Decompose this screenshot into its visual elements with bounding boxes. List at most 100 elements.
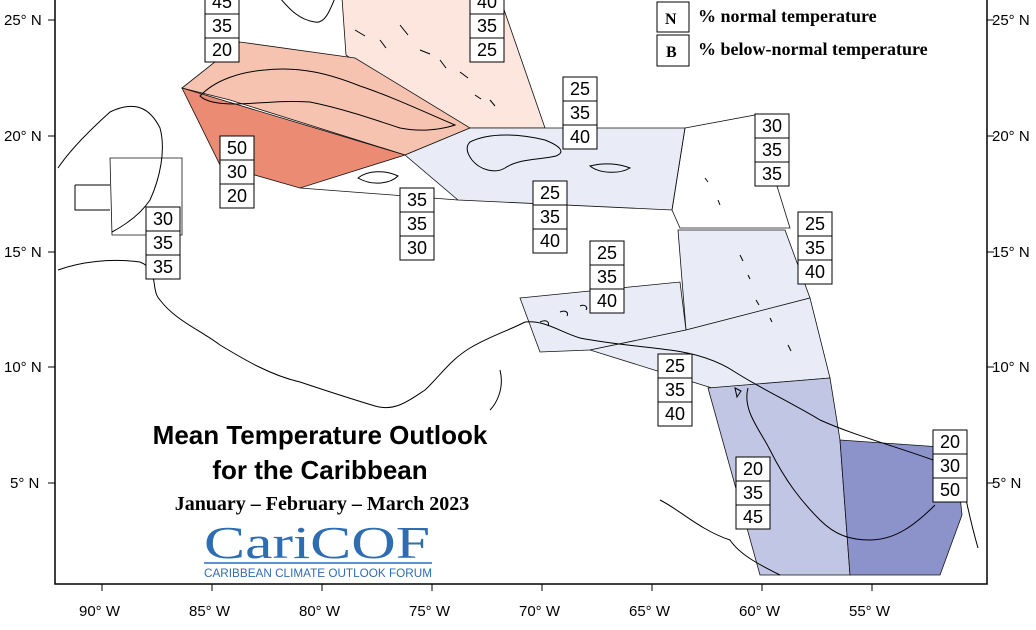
prob-value: 35	[540, 207, 560, 227]
lat-tick-left: 5° N	[10, 475, 39, 492]
lon-labels: 90° W 85° W 80° W 75° W 70° W 65° W 60° …	[79, 603, 891, 620]
prob-box	[219, 135, 255, 161]
lat-tick-right: 15° N	[992, 244, 1030, 261]
prob-box	[532, 180, 568, 206]
prob-box	[532, 204, 568, 230]
lat-tick-right: 10° N	[992, 359, 1030, 376]
prob-value: 30	[227, 162, 247, 182]
prob-value: 20	[940, 432, 960, 452]
prob-stack-bahamas: 40 35 25	[469, 0, 505, 63]
guiana-interior	[746, 387, 936, 541]
lon-tick: 65° W	[629, 603, 671, 620]
prob-box	[204, 37, 240, 63]
prob-box	[589, 288, 625, 314]
lon-tick: 60° W	[739, 603, 781, 620]
prob-box	[145, 230, 181, 256]
prob-value: 20	[743, 459, 763, 479]
prob-box	[657, 401, 693, 427]
lat-tick-left: 20° N	[4, 128, 42, 145]
lon-tick: 55° W	[849, 603, 891, 620]
prob-box	[932, 453, 968, 479]
prob-box	[145, 206, 181, 232]
prob-value: 20	[212, 40, 232, 60]
prob-stack-trinidad-and-tobago: 25 35 40	[797, 211, 833, 285]
jamaica-coast	[357, 171, 399, 184]
lat-labels-right: 25° N 20° N 15° N 10° N 5° N	[992, 12, 1030, 492]
legend-label-below: % below-normal temperature	[698, 39, 928, 59]
prob-value: 35	[570, 103, 590, 123]
prob-value: 25	[665, 356, 685, 376]
prob-value: 25	[597, 243, 617, 263]
florida-coast	[281, 0, 335, 23]
lat-tick-right: 25° N	[992, 12, 1030, 29]
prob-box	[754, 161, 790, 187]
prob-box	[589, 264, 625, 290]
prob-box	[562, 76, 598, 102]
map-title-line1: Mean Temperature Outlook	[153, 420, 488, 450]
prob-value: 20	[227, 186, 247, 206]
legend-key-box	[656, 1, 690, 33]
bahamas-islands	[354, 24, 496, 107]
prob-value: 35	[805, 238, 825, 258]
prob-value: 40	[665, 404, 685, 424]
puerto-rico-coast	[588, 163, 632, 173]
prob-box	[797, 235, 833, 261]
prob-box	[399, 235, 435, 261]
yucatan-coast	[57, 105, 163, 233]
prob-value: 50	[227, 138, 247, 158]
belize-border	[74, 184, 110, 211]
prob-stack-suriname-and-french-guiana: 20 30 50	[932, 429, 968, 503]
prob-value: 40	[597, 291, 617, 311]
prob-box	[532, 228, 568, 254]
lon-tick: 70° W	[519, 603, 561, 620]
prob-stack-abc-islands: 25 35 40	[657, 353, 693, 427]
prob-value: 45	[212, 0, 232, 12]
map-title-line2: for the Caribbean	[212, 455, 427, 485]
prob-box	[399, 211, 435, 237]
prob-value: 35	[665, 380, 685, 400]
lat-tick-left: 25° N	[4, 12, 42, 29]
prob-box	[469, 37, 505, 63]
caricof-logo: CariCOF CARIBBEAN CLIMATE OUTLOOK FORUM	[204, 517, 432, 580]
prob-value: 40	[477, 0, 497, 12]
prob-stack-northern-lesser-antilles: 30 35 35	[754, 113, 790, 187]
prob-value: 40	[805, 262, 825, 282]
lon-tick: 80° W	[299, 603, 341, 620]
prob-box	[657, 377, 693, 403]
prob-value: 25	[805, 214, 825, 234]
legend-key-below: B	[666, 44, 677, 61]
lesser-antilles-islands	[704, 177, 792, 399]
prob-value: 35	[743, 483, 763, 503]
prob-box	[932, 429, 968, 455]
prob-stack-windward-islands: 25 35 40	[589, 240, 625, 314]
prob-value: 25	[540, 183, 560, 203]
prob-value: 35	[477, 16, 497, 36]
legend-key-normal: N	[665, 11, 677, 28]
lat-tick-marks	[48, 19, 994, 484]
lat-tick-left: 10° N	[4, 359, 42, 376]
prob-value: 45	[743, 507, 763, 527]
prob-value: 35	[762, 164, 782, 184]
prob-value: 35	[212, 16, 232, 36]
prob-box	[145, 254, 181, 280]
lon-tick: 85° W	[189, 603, 231, 620]
map-period: January – February – March 2023	[175, 493, 470, 515]
prob-value: 35	[153, 257, 173, 277]
prob-box	[469, 13, 505, 39]
prob-box	[657, 353, 693, 379]
lat-tick-left: 15° N	[4, 244, 42, 261]
prob-box	[399, 187, 435, 213]
prob-value: 30	[762, 116, 782, 136]
prob-stack-northern-cuba: 45 35 20	[204, 0, 240, 63]
prob-value: 35	[597, 267, 617, 287]
prob-stack-southern-cuba: 50 30 20	[219, 135, 255, 209]
forecast-regions	[109, 0, 963, 576]
prob-stack-belize: 30 35 35	[145, 206, 181, 280]
logo-wordmark: CariCOF	[204, 517, 430, 568]
probability-labels: 4035254535205030202535403035353035353535…	[145, 0, 968, 530]
prob-value: 30	[940, 456, 960, 476]
prob-box	[204, 13, 240, 39]
hispaniola-coast	[466, 134, 562, 172]
prob-value: 40	[540, 231, 560, 251]
